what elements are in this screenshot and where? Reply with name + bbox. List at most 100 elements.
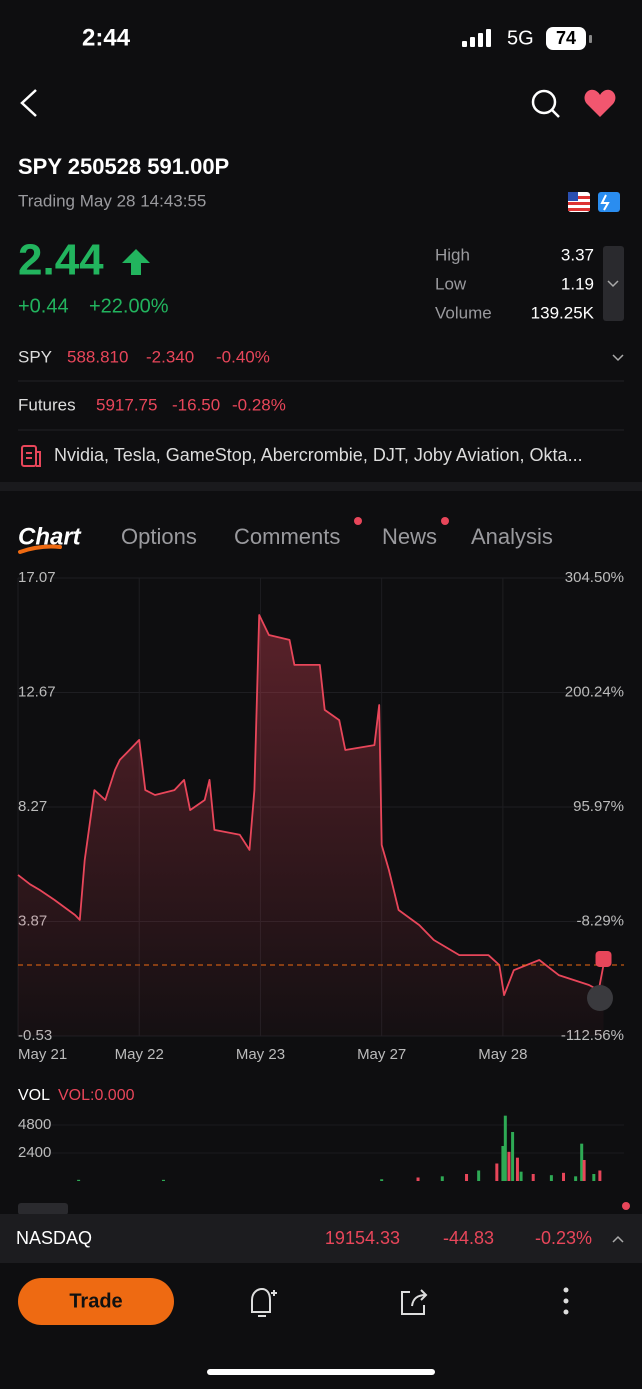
- index-name: NASDAQ: [16, 1228, 92, 1248]
- y-tick-label: 2400: [18, 1144, 51, 1161]
- volume-bar: [380, 1179, 384, 1181]
- stat-value: 139.25K: [531, 303, 595, 322]
- battery-cap: [589, 35, 592, 43]
- expand-button[interactable]: [587, 985, 613, 1011]
- tabs: Chart Options Comments News Analysis: [18, 517, 553, 554]
- volume-bar: [549, 1175, 553, 1181]
- volume-bar: [477, 1170, 481, 1181]
- favorite-button[interactable]: [584, 89, 616, 117]
- section-gap: [0, 482, 642, 491]
- tab[interactable]: Comments: [234, 524, 340, 549]
- tab-underline: [18, 544, 62, 554]
- search-button[interactable]: [531, 89, 560, 118]
- network: 5G: [507, 27, 534, 49]
- volume-bar: [515, 1157, 519, 1181]
- y2-tick-label: -8.29%: [576, 912, 624, 929]
- tab[interactable]: Options: [121, 524, 197, 549]
- volume-bar: [562, 1172, 566, 1181]
- x-tick-label: May 23: [236, 1046, 285, 1063]
- y-tick-label: 8.27: [18, 798, 47, 815]
- stat-value: 1.19: [561, 274, 594, 293]
- volume-bar: [501, 1146, 505, 1181]
- volume-bar: [495, 1163, 499, 1181]
- y-tick-label: 17.07: [18, 569, 56, 586]
- more-button[interactable]: [563, 1287, 569, 1315]
- notification-dot: [622, 1202, 630, 1210]
- volume-bar: [465, 1174, 469, 1181]
- y2-tick-label: 95.97%: [573, 798, 624, 815]
- volume-bar: [161, 1179, 165, 1181]
- stats: High 3.37 Low 1.19 Volume 139.25K: [435, 245, 595, 322]
- volume-value: VOL:0.000: [58, 1087, 135, 1104]
- volume-bar: [511, 1132, 515, 1181]
- stats-expand[interactable]: [603, 246, 624, 321]
- x-tick-label: May 28: [478, 1046, 527, 1063]
- related-change-pct: -0.40%: [216, 347, 270, 366]
- related-name: Futures: [18, 395, 76, 414]
- index-bar[interactable]: [0, 1214, 642, 1263]
- volume-bar: [507, 1151, 511, 1181]
- up-arrow: [122, 249, 150, 275]
- volume-bar: [574, 1176, 578, 1181]
- volume-chart: 4800 2400: [18, 1115, 624, 1181]
- related-change-pct: -0.28%: [232, 395, 286, 414]
- y2-tick-label: 200.24%: [565, 683, 624, 700]
- x-tick-label: May 22: [115, 1046, 164, 1063]
- news-icon: [21, 445, 41, 467]
- news-ticker[interactable]: Nvidia, Tesla, GameStop, Abercrombie, DJ…: [54, 445, 583, 465]
- stat-label: Low: [435, 274, 467, 293]
- related-price: 588.810: [67, 347, 128, 366]
- volume-bar: [582, 1160, 586, 1181]
- share-button[interactable]: [401, 1289, 428, 1315]
- stat-value: 3.37: [561, 245, 594, 264]
- tab[interactable]: News: [382, 524, 437, 549]
- status-time: 2:44: [82, 24, 131, 51]
- trade-label: Trade: [69, 1290, 122, 1312]
- x-tick-label: May 21: [18, 1046, 67, 1063]
- alert-button[interactable]: [251, 1287, 277, 1317]
- tab[interactable]: Analysis: [471, 524, 553, 549]
- volume-bar: [592, 1174, 596, 1181]
- back-button[interactable]: [20, 89, 37, 117]
- home-indicator: [207, 1369, 435, 1375]
- volume-bar: [503, 1115, 507, 1181]
- related-name: SPY: [18, 347, 52, 366]
- symbol: SPY 250528 591.00P: [18, 154, 229, 179]
- y-tick-label: 4800: [18, 1116, 51, 1133]
- us-flag: [568, 192, 590, 212]
- volume-bar: [580, 1143, 584, 1181]
- y-tick-label: 12.67: [18, 683, 56, 700]
- battery: [546, 27, 586, 50]
- volume-bar: [77, 1179, 81, 1181]
- index-price: 19154.33: [325, 1228, 400, 1248]
- x-tick-label: May 27: [357, 1046, 406, 1063]
- last-price: 2.44: [18, 236, 104, 285]
- tab-badge: [354, 517, 362, 525]
- price-change-pct: +22.00%: [89, 295, 169, 317]
- volume-bar: [416, 1177, 420, 1181]
- price-change: +0.44: [18, 295, 69, 317]
- stat-label: High: [435, 245, 470, 264]
- area: [18, 615, 604, 1036]
- battery-level: 74: [556, 28, 576, 48]
- signal-icon: [462, 29, 491, 47]
- tab-badge: [441, 517, 449, 525]
- volume-bar: [519, 1171, 523, 1181]
- related-quotes: SPY 588.810 -2.340 -0.40% Futures 5917.75 -16.…: [18, 347, 286, 414]
- related-change: -2.340: [146, 347, 194, 366]
- level2-badge: [598, 192, 620, 212]
- cut-off-control: [18, 1203, 68, 1215]
- index-expand[interactable]: [612, 1235, 624, 1243]
- related-change: -16.50: [172, 395, 220, 414]
- trade-button[interactable]: [18, 1278, 174, 1325]
- volume-bar: [531, 1174, 535, 1181]
- price-line: [17, 614, 605, 996]
- volume-title: VOL: [18, 1087, 50, 1104]
- price-chart: 17.0712.678.273.87-0.53304.50%200.24%95.…: [17, 569, 624, 1063]
- related-expand[interactable]: [612, 354, 624, 362]
- stat-label: Volume: [435, 303, 492, 322]
- y2-tick-label: 304.50%: [565, 569, 624, 586]
- volume-bar: [598, 1170, 602, 1181]
